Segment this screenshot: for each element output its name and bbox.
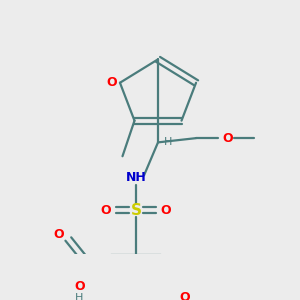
Text: NH: NH [126, 172, 146, 184]
Text: O: O [53, 228, 64, 241]
Text: O: O [223, 132, 233, 145]
Text: O: O [74, 280, 85, 293]
Text: O: O [161, 204, 171, 217]
Text: O: O [106, 76, 117, 89]
Text: O: O [101, 204, 111, 217]
Text: H: H [75, 293, 83, 300]
Text: S: S [130, 203, 142, 218]
Text: H: H [164, 137, 172, 147]
Text: O: O [180, 291, 190, 300]
